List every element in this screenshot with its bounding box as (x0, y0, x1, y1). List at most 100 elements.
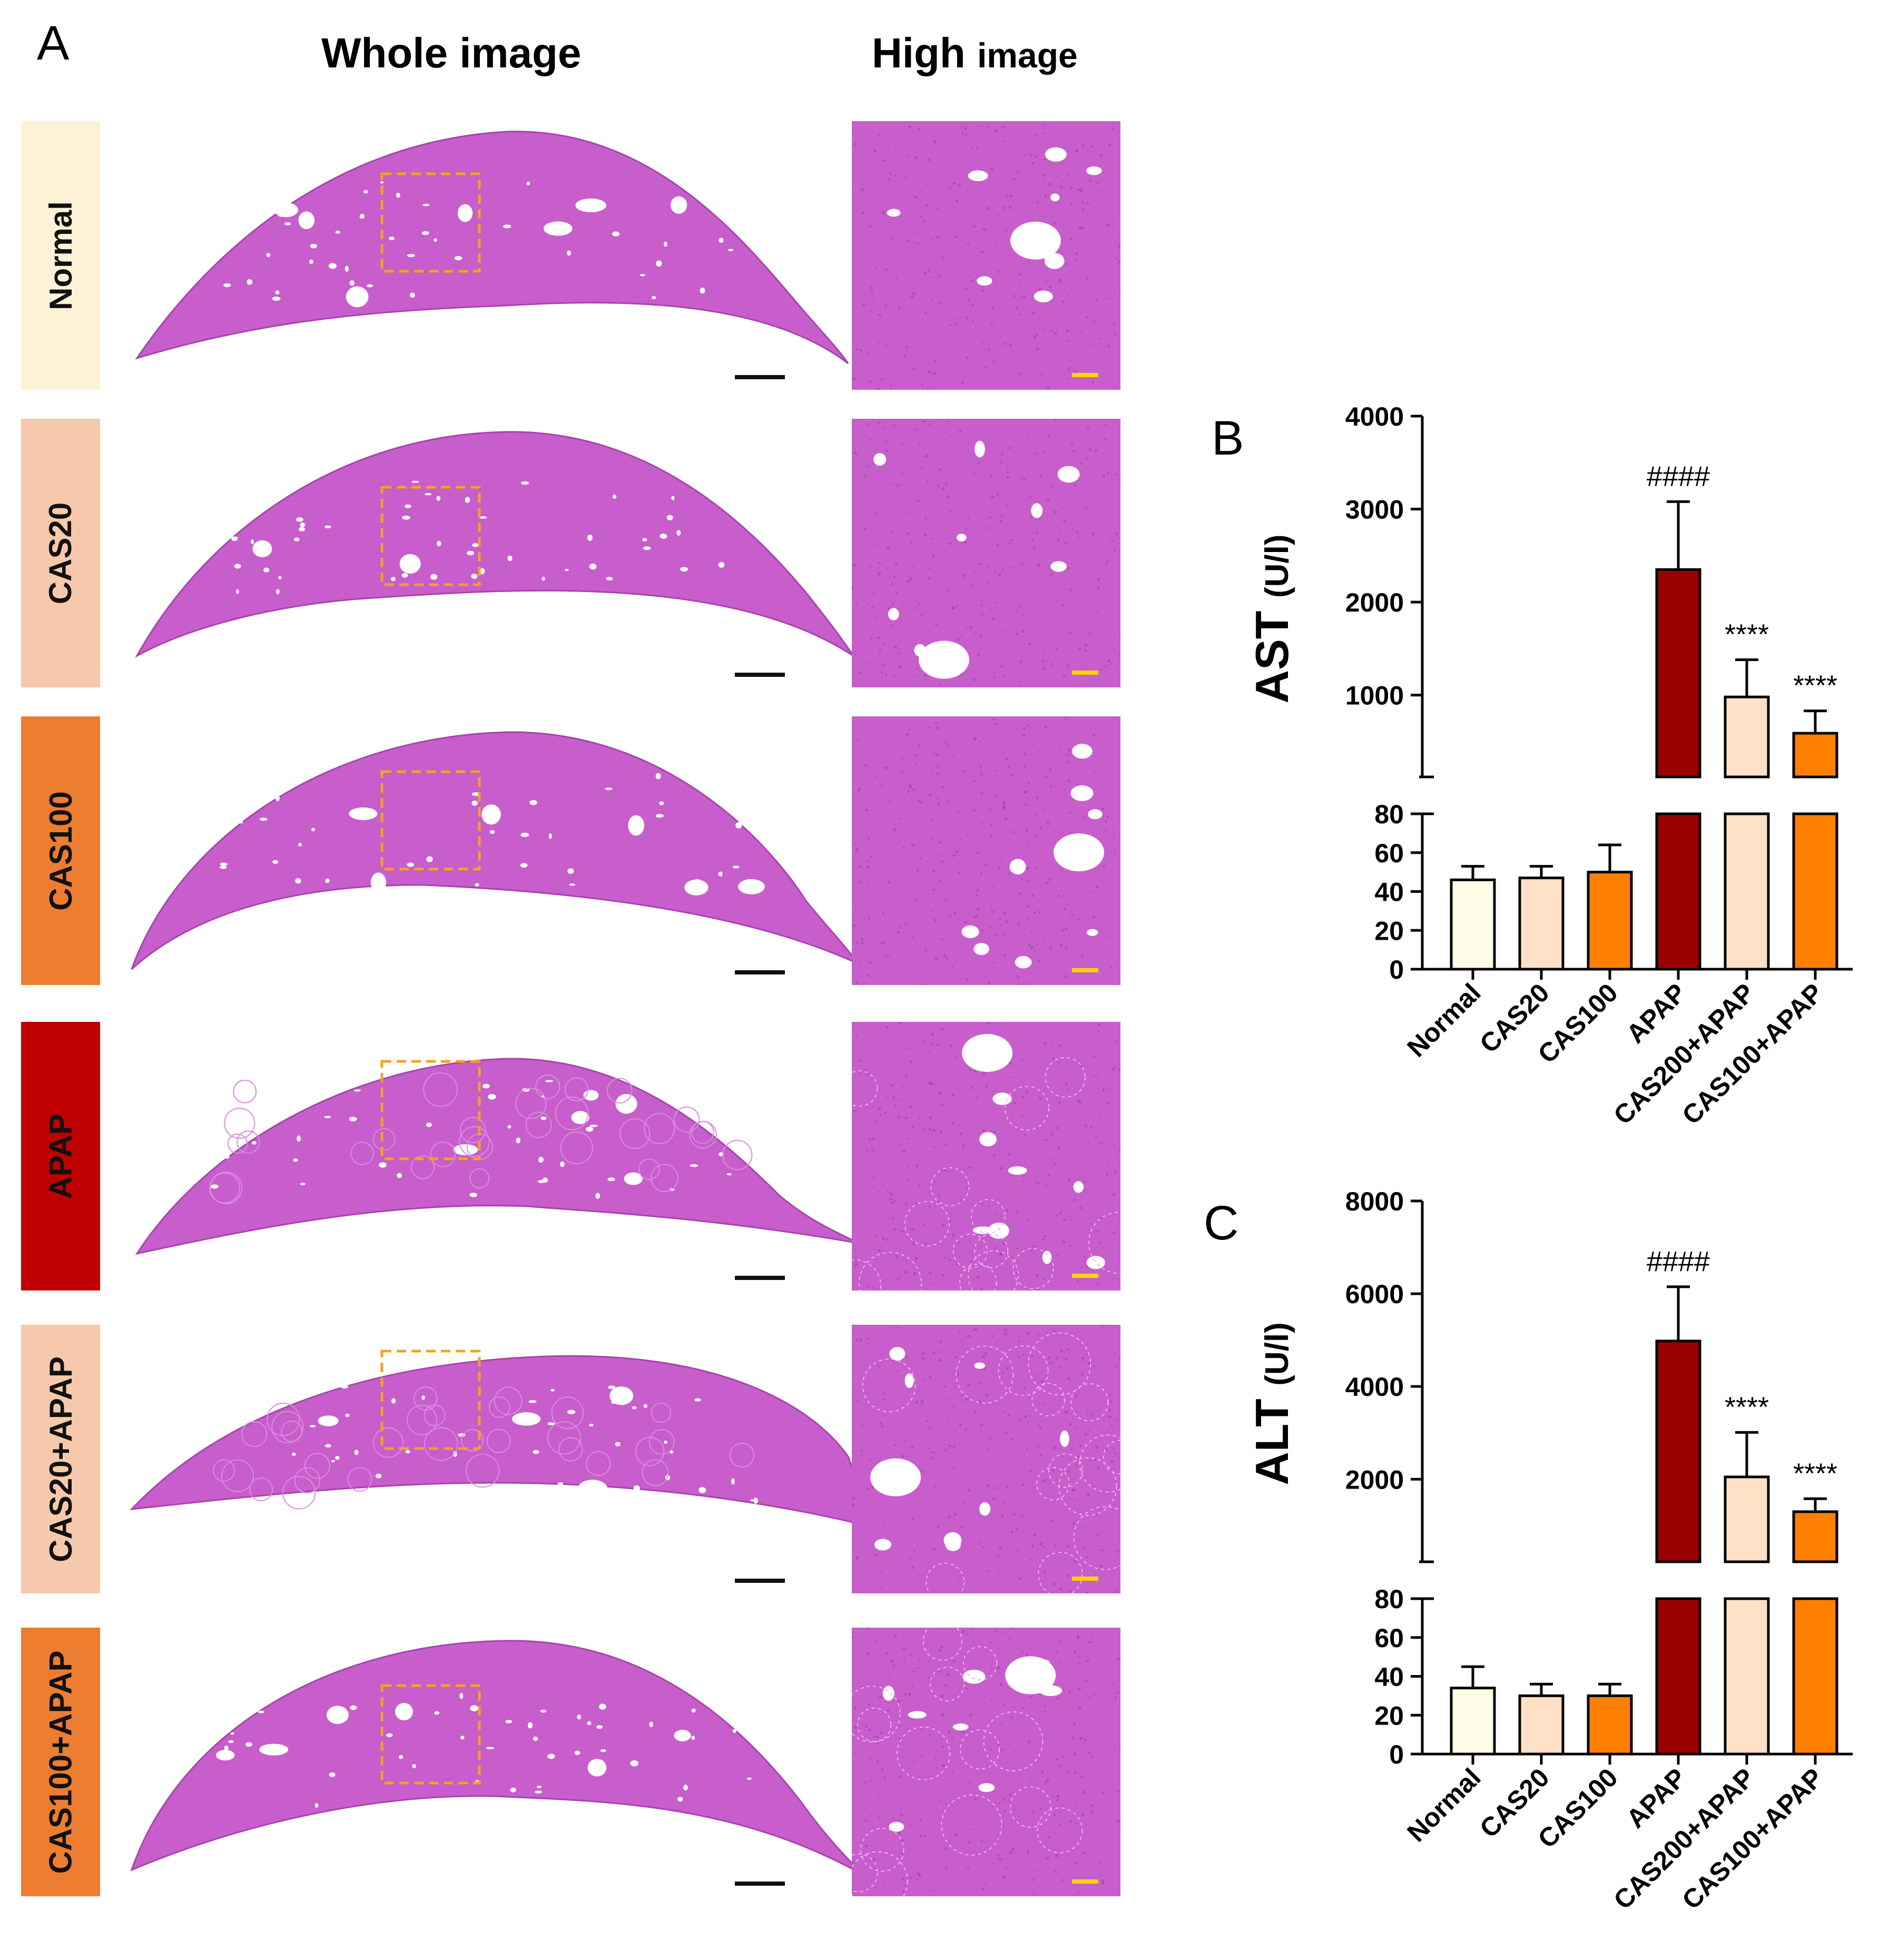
necrotic-zone (430, 1141, 456, 1167)
necrotic-zone (983, 1711, 1044, 1771)
necrotic-zone (486, 1429, 511, 1453)
vessel-lumen (272, 860, 279, 864)
vessel-lumen (1044, 253, 1065, 269)
vessel-lumen (527, 1722, 533, 1729)
vessel-lumen (540, 1116, 547, 1120)
necrotic-zone (282, 1475, 316, 1510)
x-tick-label: Normal (1401, 978, 1486, 1062)
vessel-lumen (407, 254, 415, 258)
high-mag-image (852, 121, 1120, 390)
vessel-lumen (599, 1703, 606, 1710)
whole-lobe-image (130, 1640, 865, 1876)
vessel-lumen (1060, 1430, 1069, 1447)
vessel-lumen (349, 807, 378, 820)
necrotic-zone (494, 1386, 523, 1415)
vessel-lumen (547, 1754, 555, 1759)
necrotic-zone (956, 1345, 1014, 1404)
vessel-lumen (321, 1079, 330, 1081)
vessel-lumen (979, 1132, 997, 1147)
vessel-lumen (298, 211, 315, 229)
vessel-lumen (1070, 785, 1094, 801)
bar-upper (1792, 732, 1838, 779)
vessel-lumen (370, 872, 387, 893)
vessel-lumen (889, 1347, 906, 1361)
vessel-lumen (295, 878, 301, 884)
necrotic-zone (372, 1128, 396, 1151)
vessel-lumen (489, 830, 495, 834)
vessel-lumen (434, 1492, 442, 1494)
zoom-region-box (380, 486, 481, 586)
liver-lobe (135, 131, 849, 365)
y-axis-label: ALT (U/l) (1246, 1322, 1298, 1485)
vessel-lumen (402, 515, 410, 520)
vessel-lumen (276, 589, 280, 595)
necrotic-zone (673, 1106, 700, 1133)
liver-lobe (130, 1640, 865, 1876)
vessel-lumen (252, 1141, 257, 1145)
vessel-lumen (611, 1400, 615, 1404)
y-tick-label: 1000 (1345, 681, 1404, 711)
whole-lobe-image (135, 131, 849, 365)
vessel-lumen (694, 1398, 701, 1402)
vessel-lumen (516, 1137, 521, 1144)
vessel-lumen (233, 783, 238, 786)
vessel-lumen (887, 209, 901, 217)
vessel-lumen (404, 504, 411, 508)
vessel-lumen (908, 1711, 927, 1719)
bar-lower (1792, 812, 1838, 971)
vessel-lumen (577, 1714, 582, 1720)
vessel-lumen (589, 563, 597, 570)
vessel-lumen (889, 1821, 904, 1832)
vessel-lumen (278, 212, 286, 217)
vessel-lumen (1088, 809, 1103, 820)
vessel-lumen (471, 800, 478, 806)
vessel-lumen (733, 865, 740, 869)
y-tick-label: 0 (1389, 955, 1404, 984)
vessel-lumen (719, 238, 724, 243)
necrotic-zone (241, 1421, 268, 1447)
vessel-lumen (587, 1759, 607, 1777)
vessel-lumen (615, 1094, 637, 1114)
vessel-lumen (643, 546, 651, 550)
vessel-lumen (318, 1415, 339, 1426)
vessel-lumen (325, 878, 330, 883)
vessel-lumen (240, 1683, 247, 1689)
vessel-lumen (536, 1786, 542, 1788)
vessel-lumen (727, 249, 733, 251)
vessel-lumen (586, 1126, 594, 1132)
vessel-lumen (975, 440, 985, 458)
vessel-lumen (630, 1760, 638, 1767)
necrotic-zone (644, 1112, 675, 1145)
vessel-lumen (329, 1772, 336, 1777)
vessel-lumen (721, 1130, 729, 1134)
bar-upper (1724, 695, 1770, 779)
necrotic-zone (1103, 1440, 1120, 1474)
vessel-lumen (956, 534, 967, 541)
vessel-lumen (453, 1451, 457, 1457)
vessel-lumen (533, 1450, 539, 1454)
necrotic-zone (904, 1201, 950, 1247)
necrotic-zone (249, 1478, 273, 1502)
scale-bar-black (735, 1276, 785, 1280)
vessel-lumen (340, 1384, 349, 1389)
vessel-lumen (469, 1193, 477, 1197)
y-tick-label: 8000 (1345, 1187, 1404, 1216)
vessel-lumen (503, 224, 511, 229)
vessel-lumen (680, 567, 688, 572)
vessel-lumen (223, 283, 231, 288)
vessel-lumen (487, 1094, 496, 1100)
vessel-lumen (409, 292, 415, 298)
necrotic-zone (1088, 1212, 1120, 1274)
necrotic-zone (271, 1411, 304, 1443)
vessel-lumen (411, 480, 419, 483)
vessel-lumen (391, 1398, 396, 1404)
vessel-lumen (274, 202, 298, 218)
vessel-lumen (972, 1226, 994, 1234)
vessel-lumen (1039, 1685, 1063, 1696)
vessel-lumen (335, 231, 340, 234)
vessel-lumen (425, 493, 432, 496)
vessel-lumen (486, 1747, 494, 1749)
vessel-lumen (547, 1422, 555, 1425)
y-tick-label: 2000 (1345, 1465, 1404, 1494)
group-label-box: CAS20 (21, 419, 100, 687)
